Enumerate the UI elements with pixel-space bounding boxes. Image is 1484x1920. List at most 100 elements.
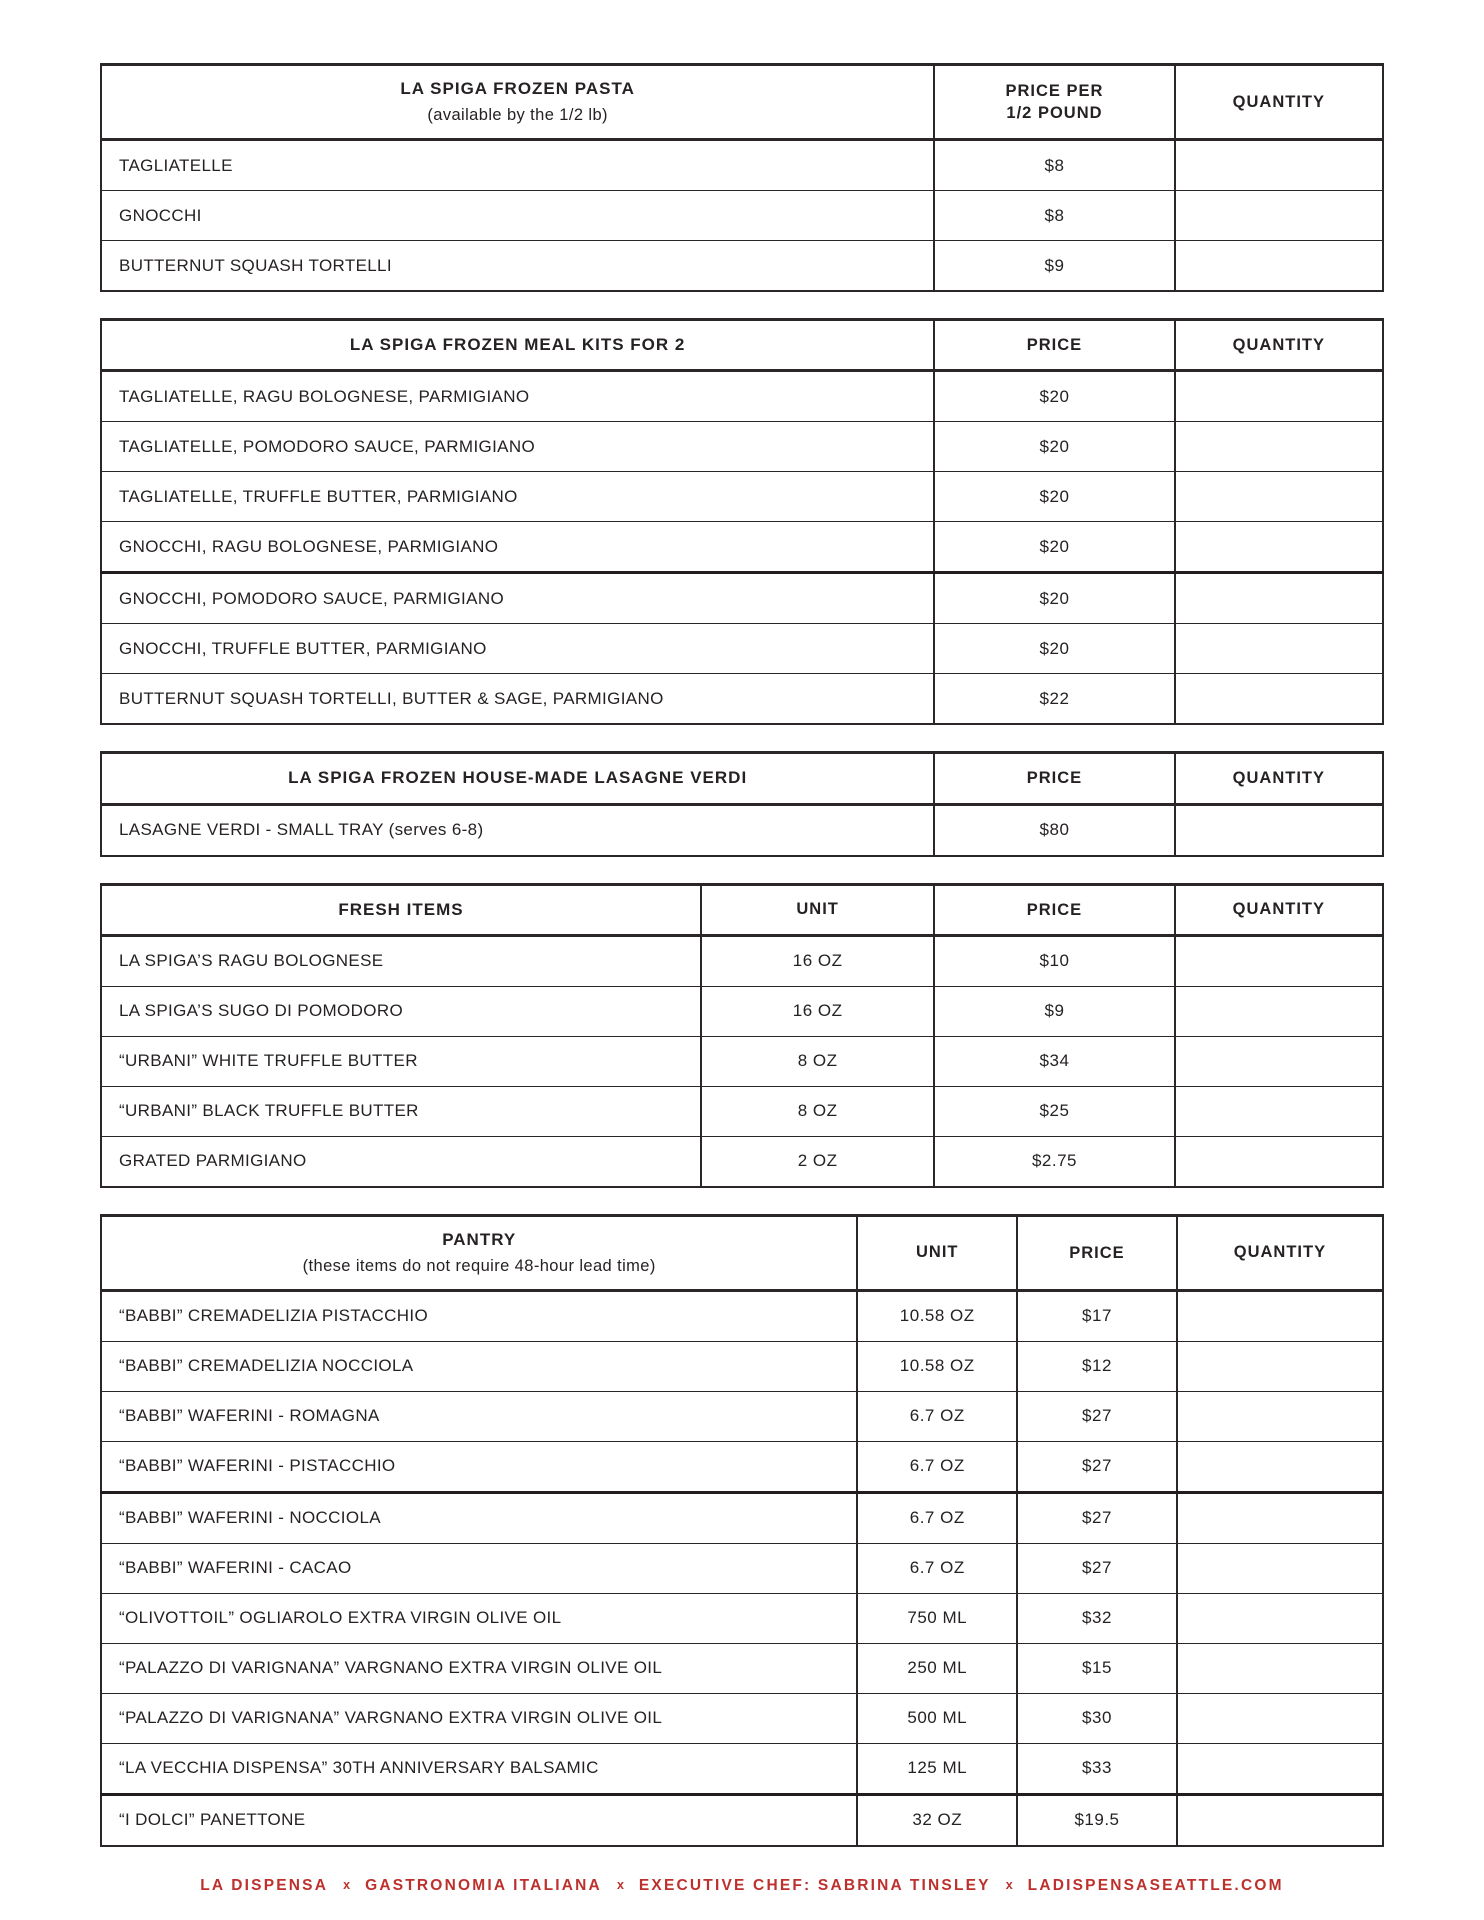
table-row: “I DOLCI” PANETTONE 32 OZ $19.5 [101, 1793, 1383, 1846]
unit-cell: 6.7 OZ [856, 1542, 1018, 1594]
price-cell: $20 [933, 623, 1175, 674]
table-fresh-items: FRESH ITEMS UNIT PRICE QUANTITY LA SPIGA’S R… [100, 882, 1384, 1188]
table-row: “OLIVOTTOIL” OGLIAROLO EXTRA VIRGIN OLIV… [101, 1592, 1383, 1644]
unit-cell: 8 OZ [699, 1085, 935, 1137]
table-frozen-meal-kits: LA SPIGA FROZEN MEAL KITS FOR 2 PRICE QUAN… [100, 318, 1384, 726]
price-cell: $20 [933, 572, 1175, 624]
price-header-line: 1/2 POUND [1006, 104, 1103, 122]
item-cell: “BABBI” CREMADELIZIA PISTACCHIO [101, 1289, 858, 1342]
header-row: FRESH ITEMS UNIT PRICE QUANTITY [101, 884, 1383, 937]
price-header-line: PRICE [1026, 900, 1083, 919]
table-row: TAGLIATELLE, TRUFFLE BUTTER, PARMIGIANO $… [101, 471, 1383, 522]
quantity-cell [1173, 934, 1383, 987]
header-row: LA SPIGA FROZEN HOUSE-MADE LASAGNE VERDI… [101, 752, 1383, 806]
table-row: TAGLIATELLE, RAGU BOLOGNESE, PARMIGIANO $… [101, 370, 1383, 422]
price-cell: $9 [933, 985, 1175, 1037]
quantity-cell [1173, 139, 1383, 191]
quantity-cell [1175, 1289, 1383, 1342]
table-subtitle: (available by the 1/2 lb) [427, 106, 608, 124]
item-cell: “BABBI” WAFERINI - PISTACCHIO [101, 1440, 858, 1494]
unit-cell: 6.7 OZ [856, 1390, 1018, 1442]
table-row: “BABBI” WAFERINI - CACAO 6.7 OZ $27 [101, 1542, 1383, 1594]
quantity-cell [1173, 572, 1383, 624]
footer-segment: EXECUTIVE CHEF: SABRINA TINSLEY [638, 1876, 991, 1894]
price-header-line: PRICE [1026, 769, 1083, 788]
quantity-cell [1175, 1793, 1383, 1846]
unit-cell: 10.58 OZ [856, 1340, 1018, 1392]
quantity-cell [1173, 240, 1383, 291]
table-row: “URBANI” BLACK TRUFFLE BUTTER 8 OZ $25 [101, 1085, 1383, 1137]
header-row: LA SPIGA FROZEN MEAL KITS FOR 2 PRICE QUAN… [101, 319, 1383, 373]
item-cell: GNOCCHI, RAGU BOLOGNESE, PARMIGIANO [101, 521, 935, 575]
header-row: PANTRY (these items do not require 48-hou… [101, 1215, 1383, 1292]
price-cell: $34 [933, 1035, 1175, 1087]
footer-separator: x [1005, 1877, 1013, 1892]
table-row: “LA VECCHIA DISPENSA” 30TH ANNIVERSARY B… [101, 1742, 1383, 1796]
table-row: “URBANI” WHITE TRUFFLE BUTTER 8 OZ $34 [101, 1035, 1383, 1087]
unit-cell: 125 ML [856, 1742, 1018, 1796]
item-cell: “PALAZZO DI VARIGNANA” VARGNANO EXTRA VI… [101, 1642, 858, 1694]
quantity-cell [1175, 1542, 1383, 1594]
price-cell: $10 [933, 934, 1175, 987]
table-title: FRESH ITEMS [338, 899, 464, 919]
unit-cell: 6.7 OZ [856, 1491, 1018, 1544]
table-title-cell: LA SPIGA FROZEN MEAL KITS FOR 2 [101, 319, 935, 373]
unit-cell: 8 OZ [699, 1035, 935, 1087]
quantity-cell [1173, 803, 1383, 856]
quantity-cell [1173, 673, 1383, 725]
table-title: LA SPIGA FROZEN MEAL KITS FOR 2 [349, 335, 686, 355]
footer-segment: LADISPENSASEATTLE.COM [1027, 1876, 1284, 1894]
item-cell: “PALAZZO DI VARIGNANA” VARGNANO EXTRA VI… [101, 1692, 858, 1744]
table-title-cell: LA SPIGA FROZEN PASTA (available by the 1… [101, 64, 935, 141]
table-row: TAGLIATELLE $8 [101, 139, 1383, 191]
quantity-cell [1173, 1135, 1383, 1187]
quantity-cell [1175, 1390, 1383, 1442]
table-row: “PALAZZO DI VARIGNANA” VARGNANO EXTRA VI… [101, 1692, 1383, 1744]
table-title-cell: LA SPIGA FROZEN HOUSE-MADE LASAGNE VERDI [101, 752, 935, 806]
price-column-header: PRICE [1016, 1215, 1177, 1292]
item-cell: “OLIVOTTOIL” OGLIAROLO EXTRA VIRGIN OLIV… [101, 1592, 858, 1644]
quantity-cell [1173, 985, 1383, 1037]
item-cell: BUTTERNUT SQUASH TORTELLI [101, 240, 935, 291]
unit-cell: 500 ML [856, 1692, 1018, 1744]
quantity-cell [1175, 1491, 1383, 1544]
table-title: LA SPIGA FROZEN PASTA [400, 79, 635, 98]
table-pantry: PANTRY (these items do not require 48-hou… [100, 1213, 1384, 1847]
quantity-column-header: QUANTITY [1173, 752, 1383, 806]
table-row: GRATED PARMIGIANO 2 OZ $2.75 [101, 1135, 1383, 1187]
quantity-column-header: QUANTITY [1173, 319, 1383, 373]
quantity-cell [1173, 1085, 1383, 1137]
item-cell: TAGLIATELLE, POMODORO SAUCE, PARMIGIANO [101, 421, 935, 472]
price-cell: $27 [1016, 1440, 1177, 1494]
price-cell: $9 [933, 240, 1175, 291]
unit-cell: 16 OZ [699, 985, 935, 1037]
item-cell: “URBANI” WHITE TRUFFLE BUTTER [101, 1035, 701, 1087]
quantity-cell [1175, 1440, 1383, 1494]
quantity-cell [1175, 1692, 1383, 1744]
item-cell: LA SPIGA’S SUGO DI POMODORO [101, 985, 701, 1037]
item-cell: “LA VECCHIA DISPENSA” 30TH ANNIVERSARY B… [101, 1742, 858, 1796]
price-column-header: PRICE [933, 319, 1175, 373]
table-row: “BABBI” WAFERINI - NOCCIOLA 6.7 OZ $27 [101, 1491, 1383, 1544]
table-title: LA SPIGA FROZEN HOUSE-MADE LASAGNE VERDI [288, 768, 748, 788]
quantity-cell [1173, 421, 1383, 472]
quantity-cell [1173, 1035, 1383, 1087]
price-cell: $27 [1016, 1390, 1177, 1442]
quantity-column-header: QUANTITY [1173, 884, 1383, 937]
quantity-cell [1173, 521, 1383, 575]
unit-cell: 6.7 OZ [856, 1440, 1018, 1494]
table-row: “BABBI” WAFERINI - PISTACCHIO 6.7 OZ $27 [101, 1440, 1383, 1494]
table-row: GNOCCHI, POMODORO SAUCE, PARMIGIANO $20 [101, 572, 1383, 624]
unit-cell: 16 OZ [699, 934, 935, 987]
price-cell: $80 [933, 803, 1175, 856]
quantity-cell [1173, 471, 1383, 522]
price-cell: $20 [933, 471, 1175, 522]
price-cell: $27 [1016, 1542, 1177, 1594]
header-row: LA SPIGA FROZEN PASTA (available by the 1… [101, 64, 1383, 141]
unit-cell: 10.58 OZ [856, 1289, 1018, 1342]
item-cell: BUTTERNUT SQUASH TORTELLI, BUTTER & SAGE… [101, 673, 935, 725]
item-cell: LA SPIGA’S RAGU BOLOGNESE [101, 934, 701, 987]
quantity-cell [1175, 1642, 1383, 1694]
item-cell: GNOCCHI [101, 190, 935, 241]
